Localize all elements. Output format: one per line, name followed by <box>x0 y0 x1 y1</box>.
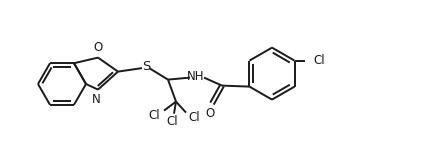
Text: Cl: Cl <box>148 109 160 122</box>
Text: O: O <box>205 107 215 120</box>
Text: Cl: Cl <box>188 111 200 124</box>
Text: N: N <box>92 93 101 106</box>
Text: S: S <box>142 60 150 73</box>
Text: O: O <box>93 41 103 54</box>
Text: Cl: Cl <box>314 54 325 67</box>
Text: Cl: Cl <box>166 115 178 128</box>
Text: NH: NH <box>187 70 205 83</box>
